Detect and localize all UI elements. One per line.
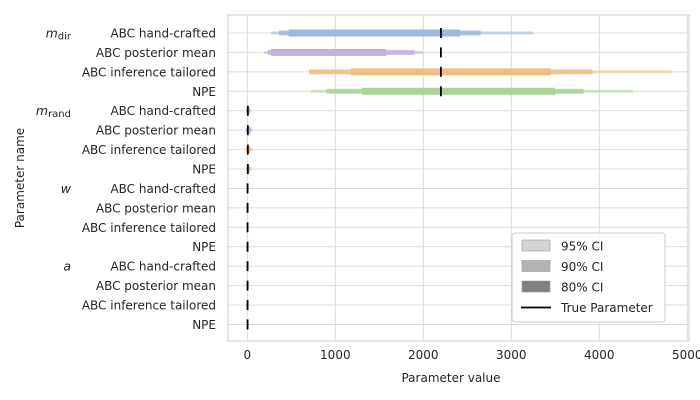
- parameter-group-labels: mdir mrand w a: [36, 26, 72, 274]
- row-label: NPE: [192, 318, 216, 332]
- x-tick-label: 2000: [408, 348, 439, 362]
- ci80-bar: [351, 68, 551, 76]
- x-tick-label: 4000: [584, 348, 615, 362]
- row-label: ABC hand-crafted: [110, 27, 216, 41]
- group-label: w: [61, 181, 72, 196]
- group-label: mrand: [36, 103, 71, 120]
- x-tick-label: 5000: [672, 348, 700, 362]
- row-label: NPE: [192, 85, 216, 99]
- true-parameter-markers: [246, 28, 442, 330]
- x-tick-label: 1000: [320, 348, 351, 362]
- legend-label: True Parameter: [560, 301, 653, 315]
- ci80-bar: [288, 29, 461, 37]
- row-label: NPE: [192, 163, 216, 177]
- row-label: ABC inference tailored: [82, 221, 216, 235]
- x-tick-label: 0: [244, 348, 252, 362]
- row-label: ABC posterior mean: [96, 124, 216, 138]
- legend-label: 90% CI: [561, 260, 603, 274]
- row-label: NPE: [192, 240, 216, 254]
- row-label: ABC hand-crafted: [110, 104, 216, 118]
- legend-swatch: [521, 260, 551, 272]
- y-axis-label: Parameter name: [13, 128, 27, 228]
- y-row-labels: ABC hand-crafted ABC posterior mean ABC in…: [82, 27, 216, 332]
- legend-label: 95% CI: [561, 240, 603, 254]
- x-tick-label: 3000: [496, 348, 527, 362]
- legend: 95% CI 90% CI 80% CI True Parameter: [511, 232, 666, 323]
- grid: [228, 15, 689, 341]
- legend-box: [511, 232, 666, 323]
- ci80-bar: [361, 87, 556, 95]
- legend-swatch: [521, 239, 551, 252]
- row-label: ABC inference tailored: [82, 299, 216, 313]
- row-label: ABC hand-crafted: [110, 182, 216, 196]
- row-label: ABC inference tailored: [82, 65, 216, 79]
- row-label: ABC posterior mean: [96, 201, 216, 215]
- x-axis-label: Parameter value: [401, 371, 500, 385]
- x-tick-labels: 0 1000 2000 3000 4000 5000: [244, 348, 700, 362]
- legend-label: 80% CI: [561, 281, 603, 295]
- row-label: ABC inference tailored: [82, 143, 216, 157]
- row-label: ABC hand-crafted: [110, 260, 216, 274]
- group-label: mdir: [46, 26, 72, 43]
- ci80-bar: [271, 48, 387, 56]
- legend-swatch: [521, 280, 551, 293]
- row-label: ABC posterior mean: [96, 279, 216, 293]
- row-label: ABC posterior mean: [96, 46, 216, 60]
- group-label: a: [63, 259, 71, 274]
- plot-frame: [227, 14, 690, 342]
- interval-bars: [245, 29, 672, 328]
